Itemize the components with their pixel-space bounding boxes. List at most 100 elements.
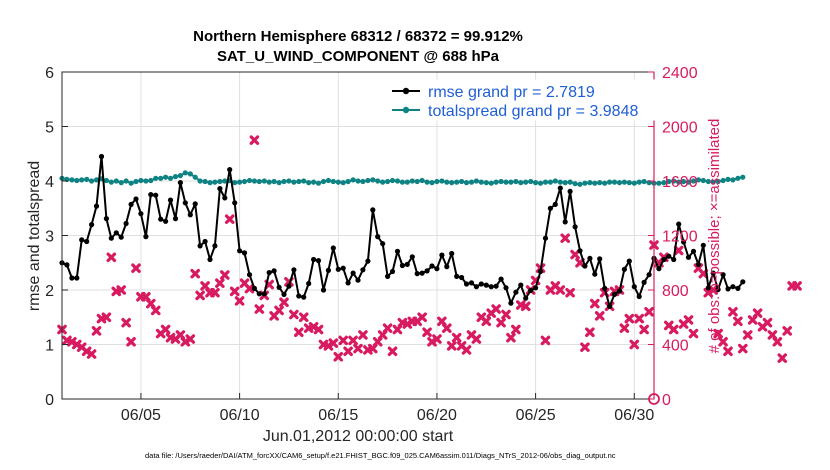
rmse-point xyxy=(118,234,124,240)
spread-point xyxy=(562,180,568,186)
spread-point xyxy=(503,179,509,185)
spread-point xyxy=(454,179,460,185)
spread-point xyxy=(330,178,336,185)
rmse-point xyxy=(133,196,139,202)
spread-point xyxy=(528,178,534,185)
rmse-point xyxy=(602,285,608,291)
rmse-point xyxy=(488,284,494,290)
spread-point xyxy=(380,179,386,185)
legend-rmse-marker xyxy=(402,87,410,95)
rmse-point xyxy=(108,235,114,241)
rmse-point xyxy=(493,283,499,289)
rmse-point xyxy=(172,216,179,222)
spread-point xyxy=(325,177,331,184)
rmse-point xyxy=(735,285,741,291)
obs-assimilated-marker xyxy=(713,328,723,339)
obs-assimilated-marker xyxy=(733,316,743,327)
rmse-point xyxy=(720,272,726,278)
obs-assimilated-marker xyxy=(634,313,644,324)
spread-point xyxy=(715,178,721,185)
rmse-point xyxy=(177,180,183,186)
rmse-point xyxy=(513,289,519,295)
rmse-point xyxy=(454,273,460,279)
obs-assimilated-marker xyxy=(782,326,792,336)
rmse-point xyxy=(89,222,95,228)
spread-point xyxy=(256,178,262,185)
obs-assimilated-marker xyxy=(585,327,595,338)
rmse-point xyxy=(93,203,100,209)
rmse-point xyxy=(592,271,598,277)
rmse-point xyxy=(385,273,391,279)
obs-assimilated-marker xyxy=(718,336,728,347)
spread-point xyxy=(587,180,593,186)
obs-assimilated-marker xyxy=(723,346,733,357)
rmse-point xyxy=(404,261,410,267)
obs-assimilated-marker xyxy=(338,335,348,346)
obs-assimilated-marker xyxy=(570,249,580,260)
rmse-point xyxy=(350,270,356,276)
rmse-point xyxy=(256,291,262,297)
spread-point xyxy=(370,177,376,183)
spread-point xyxy=(143,178,149,184)
rmse-point xyxy=(64,262,70,268)
rmse-point xyxy=(123,220,129,227)
obs-assimilated-marker xyxy=(738,343,748,354)
y-right-tick-label: 400 xyxy=(662,338,689,355)
rmse-point xyxy=(79,237,85,243)
rmse-point xyxy=(365,258,371,264)
spread-point xyxy=(533,180,539,186)
spread-point xyxy=(518,180,524,186)
spread-point xyxy=(508,179,514,185)
spread-point xyxy=(394,178,401,184)
spread-point xyxy=(266,179,272,185)
spread-point xyxy=(163,174,169,180)
rmse-point xyxy=(483,282,489,288)
obs-assimilated-marker xyxy=(471,334,482,344)
y-left-tick-label: 3 xyxy=(45,229,54,246)
obs-assimilated-marker xyxy=(121,317,131,328)
spread-point xyxy=(79,177,85,183)
obs-assimilated-marker xyxy=(224,214,235,224)
spread-point xyxy=(478,179,484,185)
obs-assimilated-marker xyxy=(432,334,442,344)
spread-point xyxy=(315,180,322,186)
spread-point xyxy=(202,178,208,185)
rmse-point xyxy=(320,287,327,293)
spread-point xyxy=(84,176,90,182)
obs-assimilated-marker xyxy=(501,309,511,320)
spread-point xyxy=(567,179,573,185)
rmse-point xyxy=(409,254,415,260)
y-left-tick-label: 0 xyxy=(45,392,54,409)
spread-point xyxy=(695,177,702,183)
spread-point xyxy=(222,178,228,184)
spread-point xyxy=(345,178,351,185)
rmse-point xyxy=(128,201,134,207)
rmse-point xyxy=(266,270,272,276)
rmse-point xyxy=(597,256,603,262)
spread-point xyxy=(360,178,366,185)
y-right-tick-label: 2000 xyxy=(662,120,698,137)
obs-assimilated-marker xyxy=(101,312,112,323)
rmse-point xyxy=(251,285,257,291)
obs-assimilated-marker xyxy=(190,268,200,279)
rmse-point xyxy=(291,267,297,273)
obs-assimilated-marker xyxy=(106,252,117,263)
spread-point xyxy=(572,181,578,187)
spread-point xyxy=(468,179,475,185)
spread-point xyxy=(730,177,736,183)
rmse-point xyxy=(587,255,593,261)
obs-assimilated-marker xyxy=(777,353,788,363)
spread-point xyxy=(212,179,218,185)
obs-assimilated-marker xyxy=(298,312,309,323)
obs-assimilated-marker xyxy=(752,308,763,318)
spread-point xyxy=(666,178,672,185)
obs-assimilated-marker xyxy=(279,297,289,308)
rmse-point xyxy=(631,284,637,290)
spread-point xyxy=(488,180,494,186)
rmse-point xyxy=(217,186,223,192)
rmse-point xyxy=(306,280,312,287)
obs-assimilated-marker xyxy=(668,324,679,335)
rmse-point xyxy=(459,274,465,281)
rmse-point xyxy=(523,295,529,301)
rmse-point xyxy=(246,272,253,278)
